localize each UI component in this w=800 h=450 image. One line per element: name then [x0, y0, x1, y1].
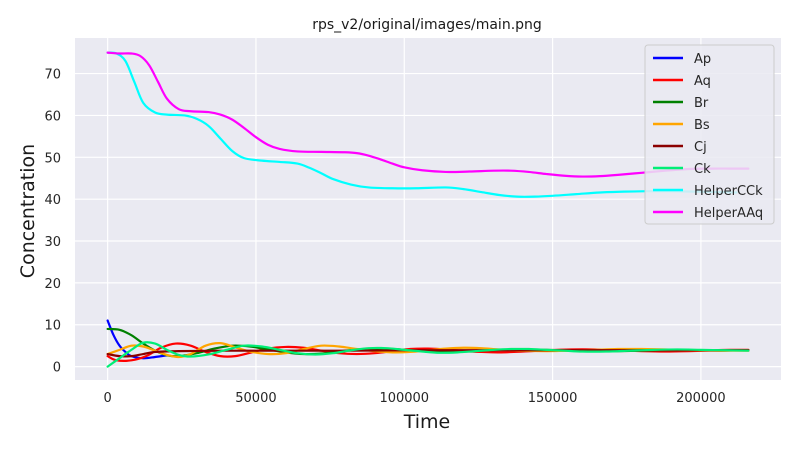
y-tick-label: 70: [44, 68, 61, 83]
legend: Ap Aq Br Bs Cj Ck HelperCCk HelperAAq: [644, 44, 775, 225]
legend-label-ck: Ck: [694, 162, 711, 177]
x-tick-label: 200000: [676, 391, 726, 406]
series-line-ap: [106, 319, 169, 360]
series-lines: [106, 51, 750, 368]
chart-title: rps_v2/original/images/main.png: [312, 17, 542, 33]
legend-label-bs: Bs: [694, 118, 710, 133]
legend-label-helperaaq: HelperAAq: [694, 206, 763, 221]
x-tick-label: 100000: [379, 391, 429, 406]
x-tick-label: 0: [103, 391, 111, 406]
y-tick-label: 50: [44, 151, 61, 166]
legend-label-cj: Cj: [694, 140, 707, 155]
x-tick-label: 50000: [235, 391, 276, 406]
y-tick-label: 10: [44, 319, 61, 334]
series-line-helperaaq: [106, 51, 750, 178]
y-tick-label: 0: [53, 361, 61, 376]
y-axis-ticks: 0 10 20 30 40 50 60 70: [44, 68, 61, 376]
legend-label-ap: Ap: [694, 52, 711, 67]
y-tick-label: 20: [44, 277, 61, 292]
legend-label-aq: Aq: [694, 74, 711, 89]
x-axis-ticks: 0 50000 100000 150000 200000: [103, 391, 725, 406]
y-tick-label: 60: [44, 109, 61, 124]
x-axis-title: Time: [403, 411, 451, 433]
legend-label-br: Br: [694, 96, 709, 111]
series-line-ck: [106, 341, 750, 368]
y-tick-label: 40: [44, 193, 61, 208]
legend-label-helpercck: HelperCCk: [694, 184, 763, 199]
y-axis-title: Concentration: [17, 144, 39, 278]
x-tick-label: 150000: [528, 391, 578, 406]
y-tick-label: 30: [44, 235, 61, 250]
series-line-helpercck: [106, 51, 738, 198]
legend-box: [644, 44, 775, 225]
